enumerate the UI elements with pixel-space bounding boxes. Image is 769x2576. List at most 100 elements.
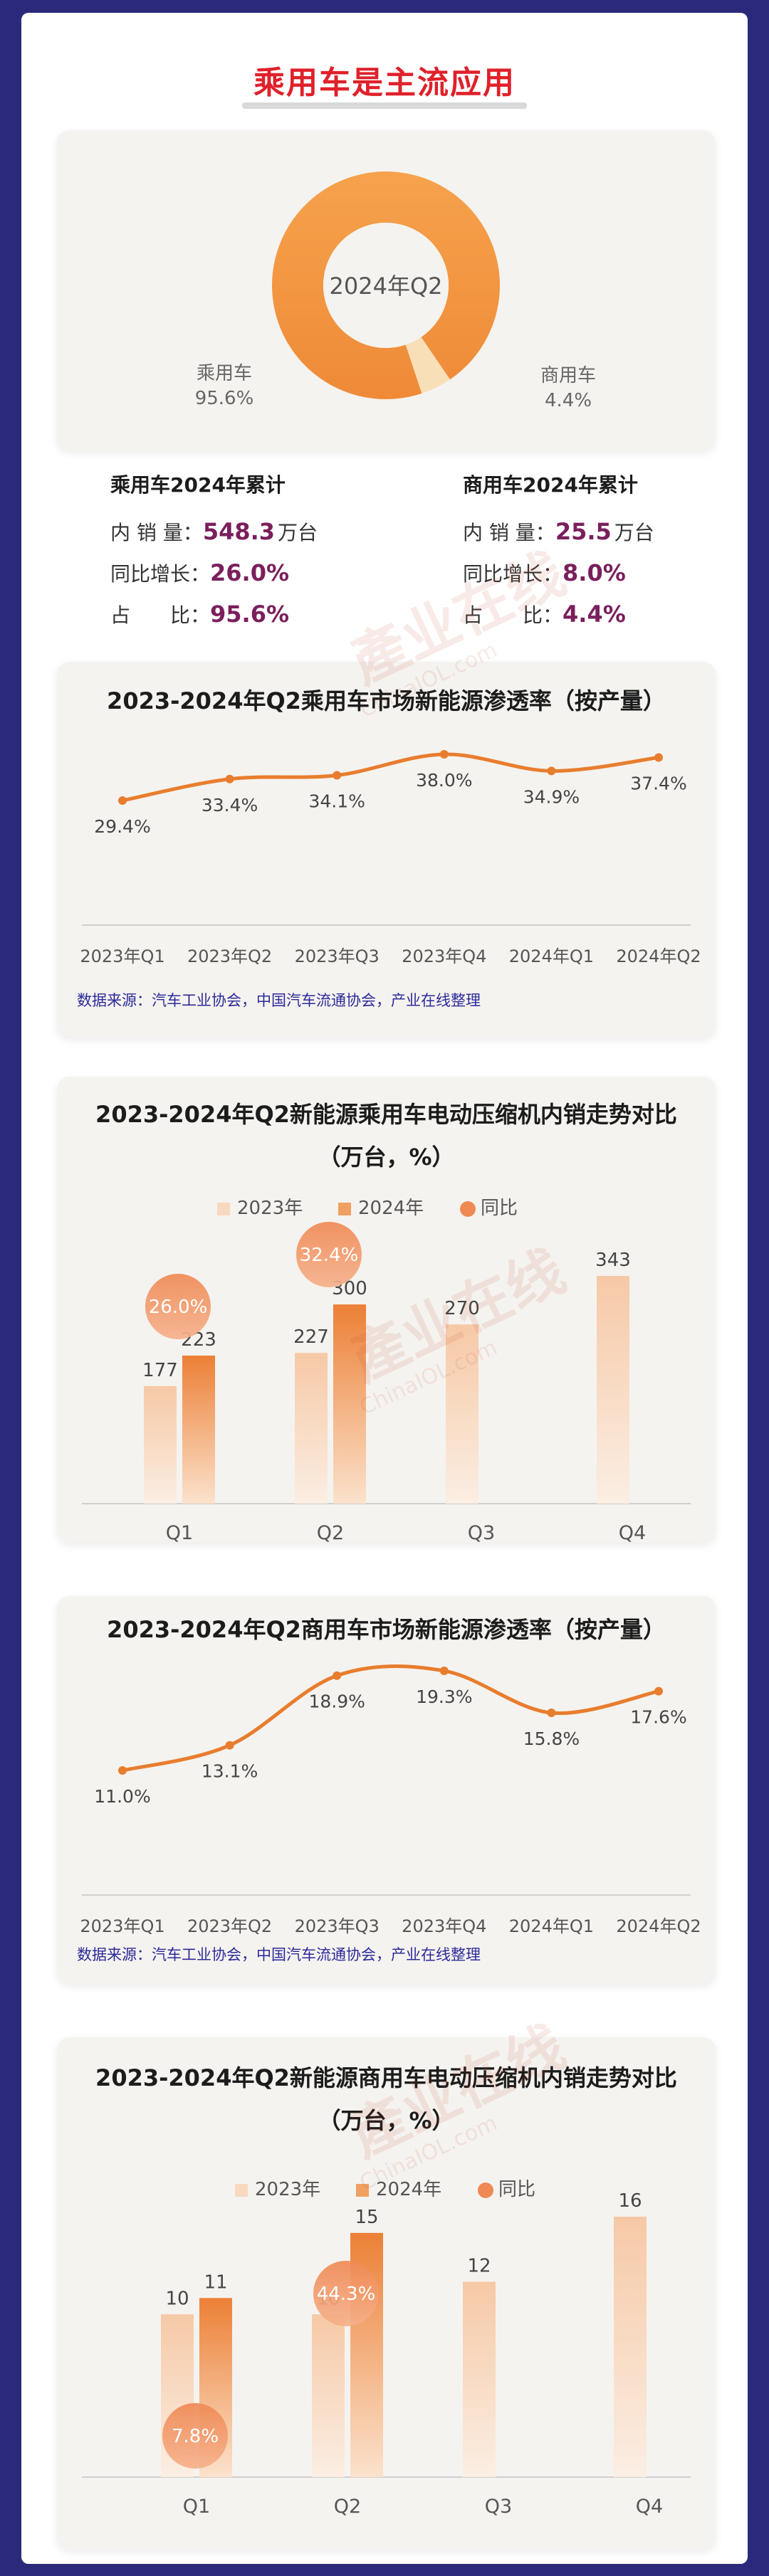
legend-label-2023: 2023年 [237,1198,303,1219]
data-point [225,774,234,783]
legend-label-yoy: 同比 [498,2179,535,2200]
yoy-bubble [313,2261,379,2326]
stat-value: 95.6% [210,601,290,628]
bar-value-label: 16 [618,2190,642,2212]
bar-value-label: 177 [142,1360,178,1381]
x-tick-label: 2024年Q1 [509,946,594,966]
legend-swatch-2024 [356,2184,369,2197]
data-point [118,796,127,805]
stat-label: 占 比： [463,603,563,627]
x-tick-label: Q4 [619,1522,646,1543]
data-label: 34.1% [308,791,365,811]
x-tick-label: 2023年Q2 [187,946,272,966]
bar-value-label: 10 [165,2288,189,2309]
stat-label: 内 销 量： [110,521,203,544]
x-tick-label: 2023年Q1 [80,946,164,966]
data-source-note: 数据来源：汽车工业协会，中国汽车流通协会，产业在线整理 [77,1946,481,1963]
legend-label-2024: 2024年 [358,1198,424,1219]
commercial-compressor-subtitle: （万台，%） [318,2107,455,2134]
data-label: 38.0% [416,770,472,791]
bar-value-label: 15 [355,2207,378,2228]
x-tick-label: 2024年Q2 [616,1916,701,1936]
data-label: 33.4% [202,795,258,815]
data-point [547,766,556,776]
bar-value-label: 11 [204,2271,227,2293]
donut-hole [323,223,449,348]
legend-label-2024: 2024年 [376,2179,441,2200]
passenger-stat-row: 内 销 量：548.3 万台 [110,511,318,552]
donut-label-commercial: 商用车 [540,365,596,386]
data-point [225,1741,234,1750]
commercial-stat-row: 内 销 量：25.5 万台 [463,511,654,552]
share-donut-card: 2024年Q2 乘用车 95.6% 商用车 4.4% [57,130,716,450]
passenger-compressor-card: 2023-2024年Q2新能源乘用车电动压缩机内销走势对比 （万台，%） 202… [57,1077,716,1543]
series-line [122,1664,659,1773]
stat-label: 同比增长： [463,562,563,586]
data-label: 15.8% [523,1728,580,1749]
yoy-bubble [145,1274,211,1339]
stat-value: 25.5 [555,518,612,545]
passenger-penetration-title: 2023-2024年Q2乘用车市场新能源渗透率（按产量） [107,687,666,714]
bar-2023 [312,2314,345,2477]
stat-label: 占 比： [110,603,211,627]
yoy-label: 7.8% [172,2426,219,2447]
commercial-compressor-title: 2023-2024年Q2新能源商用车电动压缩机内销走势对比 [95,2064,677,2091]
bar-2023 [597,1276,629,1504]
commercial-penetration-title: 2023-2024年Q2商用车市场新能源渗透率（按产量） [107,1616,666,1643]
yoy-bubble [296,1222,362,1287]
donut-center-label: 2024年Q2 [330,273,443,300]
x-tick-label: 2023年Q1 [80,1916,164,1936]
x-tick-label: Q1 [166,1522,193,1543]
stat-value: 548.3 [202,518,276,545]
stat-value: 8.0% [563,559,626,586]
infographic-sheet: 乘用车是主流应用 2024年Q2 乘用车 95.6% 商用车 4.4% 乘用车2024年… [21,13,748,2564]
x-tick-label: 2023年Q2 [187,1916,272,1936]
commercial-stat-row: 同比增长：8.0% [463,552,654,593]
passenger-stats-heading: 乘用车2024年累计 [110,473,286,497]
yoy-label: 26.0% [149,1297,208,1318]
legend-swatch-2024 [338,1203,351,1215]
passenger-stats: 乘用车2024年累计 内 销 量：548.3 万台 同比增长：26.0% 占 比：95… [110,470,318,635]
legend-swatch-2023 [235,2184,248,2197]
data-label: 18.9% [308,1691,365,1712]
x-tick-label: 2023年Q4 [402,1916,486,1936]
passenger-penetration-card: 2023-2024年Q2乘用车市场新能源渗透率（按产量） 29.4% 2023年Q… [57,662,716,1038]
data-point [547,1709,556,1718]
stat-unit: 万台 [278,521,318,544]
data-point [439,750,449,759]
bar-2023 [144,1385,177,1504]
legend-swatch-yoy [460,1201,476,1217]
donut-label-passenger: 乘用车 [197,363,252,384]
stat-label: 内 销 量： [463,521,555,544]
bar-value-label: 12 [467,2256,491,2277]
x-tick-label: 2023年Q3 [295,1916,380,1936]
donut-pct-passenger: 95.6% [195,388,254,409]
commercial-stats: 商用车2024年累计 内 销 量：25.5 万台 同比增长：8.0% 占 比：4.4% [463,470,654,635]
data-label: 11.0% [94,1786,150,1807]
legend-label-2023: 2023年 [255,2179,320,2200]
data-label: 13.1% [202,1761,258,1782]
x-tick-label: 2024年Q1 [509,1916,594,1936]
x-tick-label: Q3 [485,2496,512,2518]
stat-value: 4.4% [563,601,626,628]
bar-value-label: 270 [444,1298,480,1319]
x-tick-label: Q1 [183,2496,210,2518]
bar-2023 [463,2281,496,2477]
yoy-label: 32.4% [300,1245,359,1266]
bar-2023 [295,1353,328,1504]
stat-value: 26.0% [210,559,290,586]
donut-slice-commercial [405,337,450,394]
passenger-compressor-chart: 2023年 2024年 同比177223Q1227300Q2270Q3343Q426… [82,1198,691,1543]
data-label: 19.3% [416,1686,472,1707]
page-title: 乘用车是主流应用 [253,65,516,101]
data-point [333,771,342,780]
bar-value-label: 343 [595,1250,631,1271]
commercial-compressor-chart: 2023年2024年同比1011Q11015Q212Q316Q47.8%44.3… [82,2179,691,2518]
x-tick-label: 2023年Q3 [295,946,380,966]
bar-2024 [333,1304,366,1504]
passenger-penetration-chart: 29.4% 2023年Q1 33.4% 2023年Q2 34.1% 2023年Q3 38.0… [80,750,701,966]
x-tick-label: 2024年Q2 [616,946,701,966]
bar-value-label: 227 [293,1326,329,1348]
legend-label-yoy: 同比 [481,1198,518,1219]
data-point [333,1671,342,1680]
